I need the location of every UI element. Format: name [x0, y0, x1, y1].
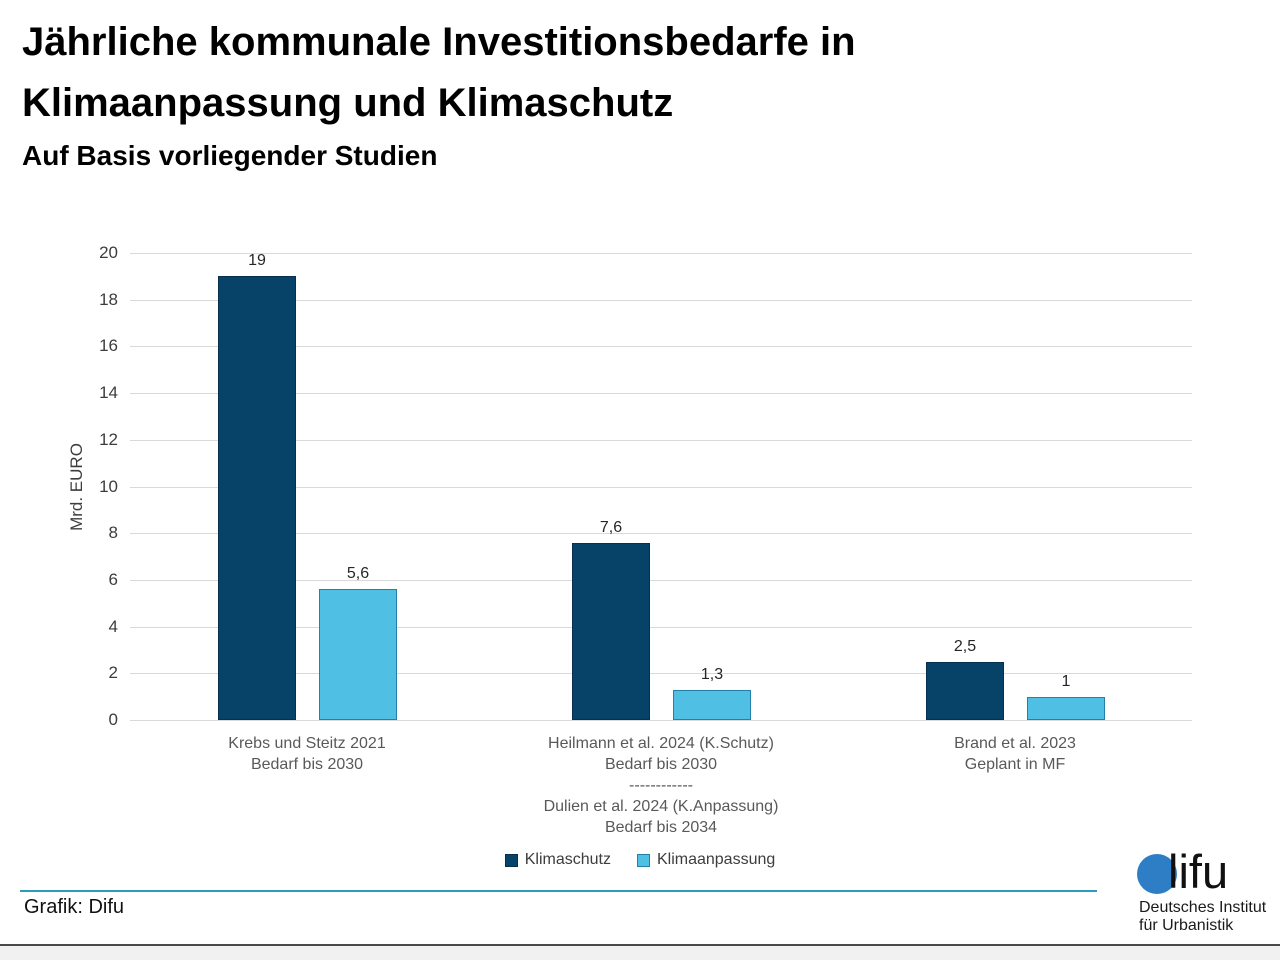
y-tick-label: 2 — [108, 663, 118, 682]
x-category-label-line: Brand et al. 2023 — [954, 735, 1076, 752]
legend-label: Klimaanpassung — [656, 851, 776, 868]
legend-item-klimaschutz: Klimaschutz — [504, 851, 611, 869]
x-category-label-line: Dulien et al. 2024 (K.Anpassung) — [543, 798, 779, 815]
x-category-label-line: Krebs und Steitz 2021 — [228, 735, 386, 752]
difu-org-name: Deutsches Institut für Urbanistik — [1139, 899, 1280, 935]
y-tick-label: 16 — [99, 336, 118, 355]
gridline-y-10 — [130, 487, 1192, 488]
gridline-y-0 — [130, 720, 1192, 721]
page-title-line-1: Jährliche kommunale Investitionsbedarfe … — [22, 20, 856, 64]
gridline-y-4 — [130, 627, 1192, 628]
bar-klimaschutz-group-3 — [926, 662, 1004, 720]
bar-klimaschutz-group-1 — [218, 276, 296, 720]
gridline-y-12 — [130, 440, 1192, 441]
x-category-label-line: Geplant in MF — [964, 756, 1066, 773]
y-tick-label: 18 — [99, 290, 118, 309]
page-title-line-2: Klimaanpassung und Klimaschutz — [22, 81, 674, 125]
y-tick-label: 10 — [99, 477, 118, 496]
y-tick-label: 4 — [108, 617, 118, 636]
y-tick-label: 14 — [99, 383, 118, 402]
bar-klimaschutz-group-2 — [572, 543, 650, 720]
x-category-label-line: Heilmann et al. 2024 (K.Schutz) — [548, 735, 774, 752]
y-tick-label: 0 — [108, 710, 118, 729]
bar-klimaanpassung-group-2 — [673, 690, 751, 720]
y-tick-label: 8 — [108, 523, 118, 542]
gridline-y-14 — [130, 393, 1192, 394]
teal-divider — [20, 890, 1097, 892]
bar-klimaanpassung-group-1 — [319, 589, 397, 720]
chart-header: Jährliche kommunale Investitionsbedarfe … — [22, 12, 1122, 176]
y-tick-label: 12 — [99, 430, 118, 449]
page-subtitle: Auf Basis vorliegender Studien — [22, 140, 438, 171]
difu-logo: lifu Deutsches Institut für Urbanistik — [1137, 847, 1280, 935]
x-category-label-3: Brand et al. 2023 Geplant in MF — [815, 733, 1215, 775]
gridline-y-8 — [130, 533, 1192, 534]
gridline-y-18 — [130, 300, 1192, 301]
credit-text: Grafik: Difu — [24, 896, 125, 918]
x-category-label-1: Krebs und Steitz 2021 Bedarf bis 2030 — [107, 733, 507, 775]
bottom-divider — [0, 944, 1280, 946]
difu-wordmark-text: lifu — [1168, 845, 1229, 898]
difu-logo-dot-icon — [1137, 854, 1177, 894]
bar-value-label: 7,6 — [599, 519, 623, 536]
gridline-y-16 — [130, 346, 1192, 347]
legend-item-klimaanpassung: Klimaanpassung — [636, 851, 776, 869]
legend-swatch-icon — [504, 853, 518, 867]
bar-klimaanpassung-group-3 — [1027, 697, 1105, 720]
x-category-label-line: Bedarf bis 2030 — [604, 756, 718, 773]
bar-value-label: 2,5 — [953, 638, 977, 655]
bar-value-label: 5,6 — [346, 565, 370, 582]
x-category-label-line: Bedarf bis 2030 — [250, 756, 364, 773]
bar-value-label: 19 — [248, 252, 266, 269]
chart-legend: Klimaschutz Klimaanpassung — [10, 851, 1270, 869]
gridline-y-6 — [130, 580, 1192, 581]
x-category-label-line: ------------ — [629, 777, 693, 794]
x-category-label-2: Heilmann et al. 2024 (K.Schutz) Bedarf bi… — [461, 733, 861, 838]
x-category-label-line: Bedarf bis 2034 — [604, 819, 718, 836]
y-tick-label: 6 — [108, 570, 118, 589]
bottom-strip — [0, 946, 1280, 960]
bar-value-label: 1 — [1061, 673, 1071, 690]
y-tick-label: 20 — [99, 243, 118, 262]
difu-org-line-2: für Urbanistik — [1139, 917, 1234, 934]
gridline-y-20 — [130, 253, 1192, 254]
gridline-y-2 — [130, 673, 1192, 674]
legend-swatch-icon — [636, 853, 650, 867]
difu-org-line-1: Deutsches Institut — [1139, 899, 1267, 916]
bar-value-label: 1,3 — [700, 666, 724, 683]
difu-wordmark: lifu — [1137, 845, 1280, 898]
legend-label: Klimaschutz — [524, 851, 611, 868]
